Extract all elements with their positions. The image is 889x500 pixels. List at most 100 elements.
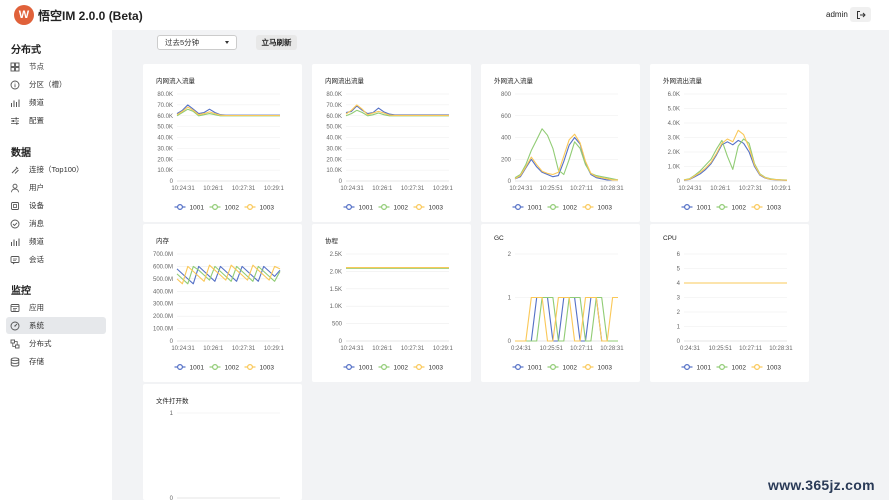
x-tick-label: 10:27:31	[232, 186, 256, 192]
chart-svg[interactable]: 0 1.0K 2.0K 3.0K 4.0K 5.0K 6.0K 10:24:31 10:26:1…	[650, 64, 809, 222]
legend-label: 1003	[260, 204, 275, 211]
sidebar-item-1-0[interactable]: 连接（Top100）	[6, 161, 106, 178]
x-tick-label: 10:24:31	[171, 186, 195, 192]
chart-svg[interactable]: 0 1 2 3 4 5 6 0:24:31 10:25:51 10:27:11 10:28:31 10…	[650, 224, 809, 382]
chart-svg[interactable]: 0 10.0K 20.0K 30.0K 40.0K 50.0K 60.0K 70.0K 80.0…	[312, 64, 471, 222]
legend-marker	[415, 364, 422, 371]
time-range-select[interactable]: 过去5分钟	[157, 35, 237, 50]
y-tick-label: 500	[332, 322, 343, 328]
legend-marker	[176, 204, 183, 211]
chart-card-c8: CPU 0 1 2 3 4 5 6 0:24:31 10:25:51 10:27:11 10:28:3…	[650, 224, 809, 382]
x-tick-label: 0:24:31	[511, 346, 532, 352]
y-tick-label: 60.0K	[157, 114, 173, 120]
legend-label: 1002	[394, 204, 409, 211]
y-tick-label: 0	[170, 339, 174, 345]
x-tick-label: 10:29:1	[433, 186, 454, 192]
y-tick-label: 4	[677, 281, 681, 287]
sidebar-item-2-2[interactable]: 分布式	[6, 335, 106, 352]
sidebar-item-label: 设备	[29, 201, 44, 210]
y-tick-label: 600.0M	[153, 264, 173, 270]
y-tick-label: 300.0M	[153, 302, 173, 308]
x-tick-label: 10:27:11	[570, 186, 594, 192]
chart-title: 文件打开数	[156, 398, 189, 405]
y-tick-label: 50.0K	[326, 125, 342, 131]
refresh-button[interactable]: 立马刷新	[256, 35, 297, 50]
x-tick-label: 10:29:1	[264, 186, 285, 192]
y-tick-label: 50.0K	[157, 125, 173, 131]
y-tick-label: 10.0K	[326, 168, 342, 174]
y-tick-label: 2	[508, 252, 512, 258]
y-tick-label: 20.0K	[157, 157, 173, 163]
series-line-1002	[176, 265, 281, 285]
legend-marker	[584, 204, 591, 211]
legend-marker	[246, 204, 253, 211]
sidebar-item-0-1[interactable]: 分区（槽）	[6, 76, 106, 93]
sidebar-item-2-3[interactable]: 存储	[6, 353, 106, 370]
database-icon	[10, 356, 20, 367]
y-tick-label: 0	[508, 179, 512, 185]
x-tick-label: 10:24:31	[340, 346, 364, 352]
sidebar-item-1-1[interactable]: 用户	[6, 179, 106, 196]
legend-marker	[753, 204, 760, 211]
sidebar-item-label: 存储	[29, 357, 44, 366]
chart-title: 内存	[156, 238, 169, 245]
sidebar-item-1-4[interactable]: 频道	[6, 233, 106, 250]
legend-label: 1001	[528, 204, 543, 211]
y-tick-label: 1.0K	[330, 304, 342, 310]
sidebar-item-label: 配置	[29, 116, 44, 125]
x-tick-label: 10:28:31	[769, 346, 793, 352]
logout-button[interactable]	[850, 7, 871, 22]
sidebar-item-2-0[interactable]: 应用	[6, 299, 106, 316]
y-tick-label: 1.5K	[330, 287, 342, 293]
bar-chart-icon	[10, 237, 20, 247]
y-tick-label: 30.0K	[157, 146, 173, 152]
y-tick-label: 1	[677, 325, 681, 331]
top-header: W 悟空IM 2.0.0 (Beta) admin	[0, 0, 889, 30]
y-tick-label: 70.0K	[326, 103, 342, 109]
series-line-1001	[514, 136, 618, 181]
x-tick-label: 10:24:31	[678, 186, 702, 192]
sidebar-item-1-2[interactable]: 设备	[6, 197, 106, 214]
x-tick-label: 10:27:31	[739, 186, 763, 192]
sidebar-item-0-3[interactable]: 配置	[6, 112, 106, 129]
x-tick-label: 10:28:31	[600, 346, 624, 352]
y-tick-label: 6	[677, 252, 681, 258]
y-tick-label: 0	[170, 496, 174, 500]
legend-marker	[415, 204, 422, 211]
legend-label: 1003	[598, 204, 613, 211]
legend-label: 1001	[697, 204, 712, 211]
y-tick-label: 2.0K	[668, 150, 680, 156]
legend-marker	[683, 204, 690, 211]
chart-svg[interactable]: 0 1 2 0:24:31 10:25:51 10:27:11 10:28:31 1001 10…	[481, 224, 640, 382]
legend-label: 1002	[225, 364, 240, 371]
chart-card-c4: 外网流出流量 0 1.0K 2.0K 3.0K 4.0K 5.0K 6.0K 10:24:31 1…	[650, 64, 809, 222]
x-tick-label: 10:29:1	[771, 186, 792, 192]
bar-chart-icon	[10, 98, 20, 108]
x-tick-label: 10:24:31	[340, 186, 364, 192]
y-tick-label: 500.0M	[153, 277, 173, 283]
x-tick-label: 10:28:31	[600, 186, 624, 192]
sidebar-item-0-2[interactable]: 频道	[6, 94, 106, 111]
legend-marker	[718, 364, 725, 371]
y-tick-label: 2.0K	[330, 269, 342, 275]
y-tick-label: 30.0K	[326, 146, 342, 152]
legend-label: 1001	[359, 364, 374, 371]
y-tick-label: 0	[170, 179, 174, 185]
sidebar-item-label: 消息	[29, 219, 44, 228]
chart-svg[interactable]: 0 100.0M 200.0M 300.0M 400.0M 500.0M 600.0M 700…	[143, 224, 302, 382]
sidebar-item-label: 节点	[29, 62, 44, 71]
sidebar-item-0-0[interactable]: 节点	[6, 58, 106, 75]
legend-marker	[549, 364, 556, 371]
chart-svg[interactable]: 0 500 1.0K 1.5K 2.0K 2.5K 10:24:31 10:26:1 10:27…	[312, 224, 471, 382]
legend-label: 1003	[429, 204, 444, 211]
series-line-1003	[176, 264, 281, 285]
sidebar-item-1-5[interactable]: 会话	[6, 251, 106, 268]
sidebar-item-2-1[interactable]: 系统	[6, 317, 106, 334]
sidebar-item-1-3[interactable]: 消息	[6, 215, 106, 232]
legend-marker	[211, 204, 218, 211]
user-name[interactable]: admin	[826, 10, 848, 19]
chart-svg[interactable]: 0 200 400 600 800 10:24:31 10:25:51 10:27:11 10:…	[481, 64, 640, 222]
chart-svg[interactable]: 01	[143, 384, 302, 500]
series-line-1003	[514, 133, 618, 181]
chart-svg[interactable]: 0 10.0K 20.0K 30.0K 40.0K 50.0K 60.0K 70.0K 80.0…	[143, 64, 302, 222]
